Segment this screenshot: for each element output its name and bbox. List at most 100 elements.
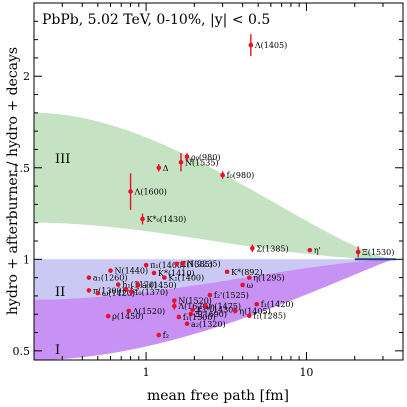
data-point: η(1405) xyxy=(232,307,271,316)
plot-frame xyxy=(33,2,404,361)
data-point: η(1475) xyxy=(203,302,241,311)
point-marker xyxy=(128,189,133,194)
point-label: N(1535) xyxy=(185,158,219,167)
data-point: Λ(1405) xyxy=(248,34,287,57)
point-label: a₁(1260) xyxy=(93,274,128,283)
data-point: ρ₀(980) xyxy=(184,153,220,162)
point-label: ρ₀(980) xyxy=(191,153,220,162)
data-point: Σ(1385) xyxy=(250,244,289,253)
y-axis-title: hydro + afterburner / hydro + decays xyxy=(5,47,21,315)
point-marker xyxy=(172,298,177,303)
point-marker xyxy=(207,292,213,298)
data-point: N(1520) xyxy=(172,297,212,306)
point-marker xyxy=(140,216,145,222)
data-point: K*(1410) xyxy=(151,269,195,278)
point-marker xyxy=(246,275,252,280)
y-tick-label: 2 xyxy=(23,70,30,83)
data-point: a₂(1320) xyxy=(184,320,226,329)
data-point: Λ(1520) xyxy=(126,307,165,316)
point-marker xyxy=(156,165,162,171)
point-label: f₂ xyxy=(130,286,136,295)
point-label: K*(1410) xyxy=(158,269,195,278)
point-label: K₂*(1430) xyxy=(197,306,237,315)
point-marker xyxy=(135,282,141,288)
point-label: η(1405) xyxy=(239,307,270,316)
point-label: Ξ(1690) xyxy=(195,310,227,319)
data-point: f₂ xyxy=(156,331,169,340)
point-marker xyxy=(178,159,184,165)
data-point: π(1300) xyxy=(86,286,125,295)
point-marker xyxy=(250,246,255,251)
data-point: Ξ(1530) xyxy=(355,246,394,258)
points: Λ(1405) ρ₀(980)N(1535) Δf₀(980) Λ(1600) K*₀(… xyxy=(86,34,394,340)
point-label: Λ(1620) xyxy=(177,302,210,311)
point-label: η' xyxy=(314,246,321,255)
point-label: f₂ xyxy=(163,331,169,340)
point-label: f₁(1500) xyxy=(183,313,216,322)
data-point: N(1535) xyxy=(178,153,219,172)
data-point: Λ(1620) xyxy=(172,302,211,311)
point-marker xyxy=(224,269,230,275)
point-marker xyxy=(203,303,208,309)
data-point: f₀(1370) xyxy=(129,288,168,297)
point-marker xyxy=(156,332,162,338)
point-marker xyxy=(95,290,101,296)
point-marker xyxy=(129,289,134,295)
x-tick-label: 10 xyxy=(299,366,313,379)
point-label: N(1520) xyxy=(178,297,212,306)
region-label-iii: III xyxy=(55,152,70,167)
point-marker xyxy=(220,172,225,178)
data-point: f₂ xyxy=(123,286,136,295)
point-marker xyxy=(143,262,149,268)
point-marker xyxy=(184,154,190,160)
region-label-i: I xyxy=(55,343,60,358)
data-point: f₁(1500) xyxy=(176,313,216,322)
point-label: K*(892) xyxy=(231,268,263,277)
data-point: η(1295) xyxy=(246,274,285,283)
point-marker xyxy=(126,308,132,314)
point-label: f₂'(1525) xyxy=(214,291,249,300)
data-point: π₁(1400) xyxy=(143,261,185,270)
data-point: K*(892) xyxy=(224,268,263,277)
data-point: Λ(1600) xyxy=(128,173,167,210)
point-label: Λ(1405) xyxy=(254,41,287,50)
data-point: f₁(1420) xyxy=(254,300,294,309)
point-label: ρ(1450) xyxy=(112,312,143,321)
point-marker xyxy=(254,301,260,307)
data-point: N(1440) xyxy=(108,267,148,276)
point-marker xyxy=(232,308,238,314)
point-marker xyxy=(86,288,92,293)
point-label: Ξ(1530) xyxy=(362,248,394,257)
point-marker xyxy=(86,275,92,280)
data-point: ρ(1450) xyxy=(105,312,143,321)
data-point: f₂'(1525) xyxy=(207,291,249,300)
chart-title: PbPb, 5.02 TeV, 0-10%, |y| < 0.5 xyxy=(42,12,270,28)
point-label: Λ(1600) xyxy=(134,188,167,197)
data-point: Δ xyxy=(156,164,169,173)
point-marker xyxy=(108,268,113,273)
point-label: a₀(1450) xyxy=(142,281,177,290)
y-tick-label: 1.5 xyxy=(13,162,31,175)
x-tick-label: 1 xyxy=(143,366,150,379)
data-point: K₁(1400) xyxy=(162,274,204,283)
point-label: K₁(1400) xyxy=(168,274,204,283)
data-point: η' xyxy=(307,246,321,255)
point-label: K*₀(1430) xyxy=(147,215,187,224)
data-point: f₁(1285) xyxy=(246,312,286,321)
point-marker xyxy=(151,270,157,276)
ticks: 1 10 0.5 1 1.5 2 xyxy=(13,3,404,379)
data-point: a₁(1260) xyxy=(86,274,128,283)
point-label: N(2235) xyxy=(187,259,221,268)
y-tick-label: 1 xyxy=(23,253,30,266)
point-marker xyxy=(172,303,177,309)
point-marker xyxy=(123,287,129,292)
point-marker xyxy=(355,249,361,255)
band-iii xyxy=(34,112,394,260)
point-label: a₂(1320) xyxy=(191,320,226,329)
data-point: ω(1420) xyxy=(95,289,135,298)
point-marker xyxy=(115,282,121,287)
point-label: π₁(1400) xyxy=(150,261,185,270)
data-point: f₀(980) xyxy=(220,171,254,180)
point-marker xyxy=(184,321,190,327)
